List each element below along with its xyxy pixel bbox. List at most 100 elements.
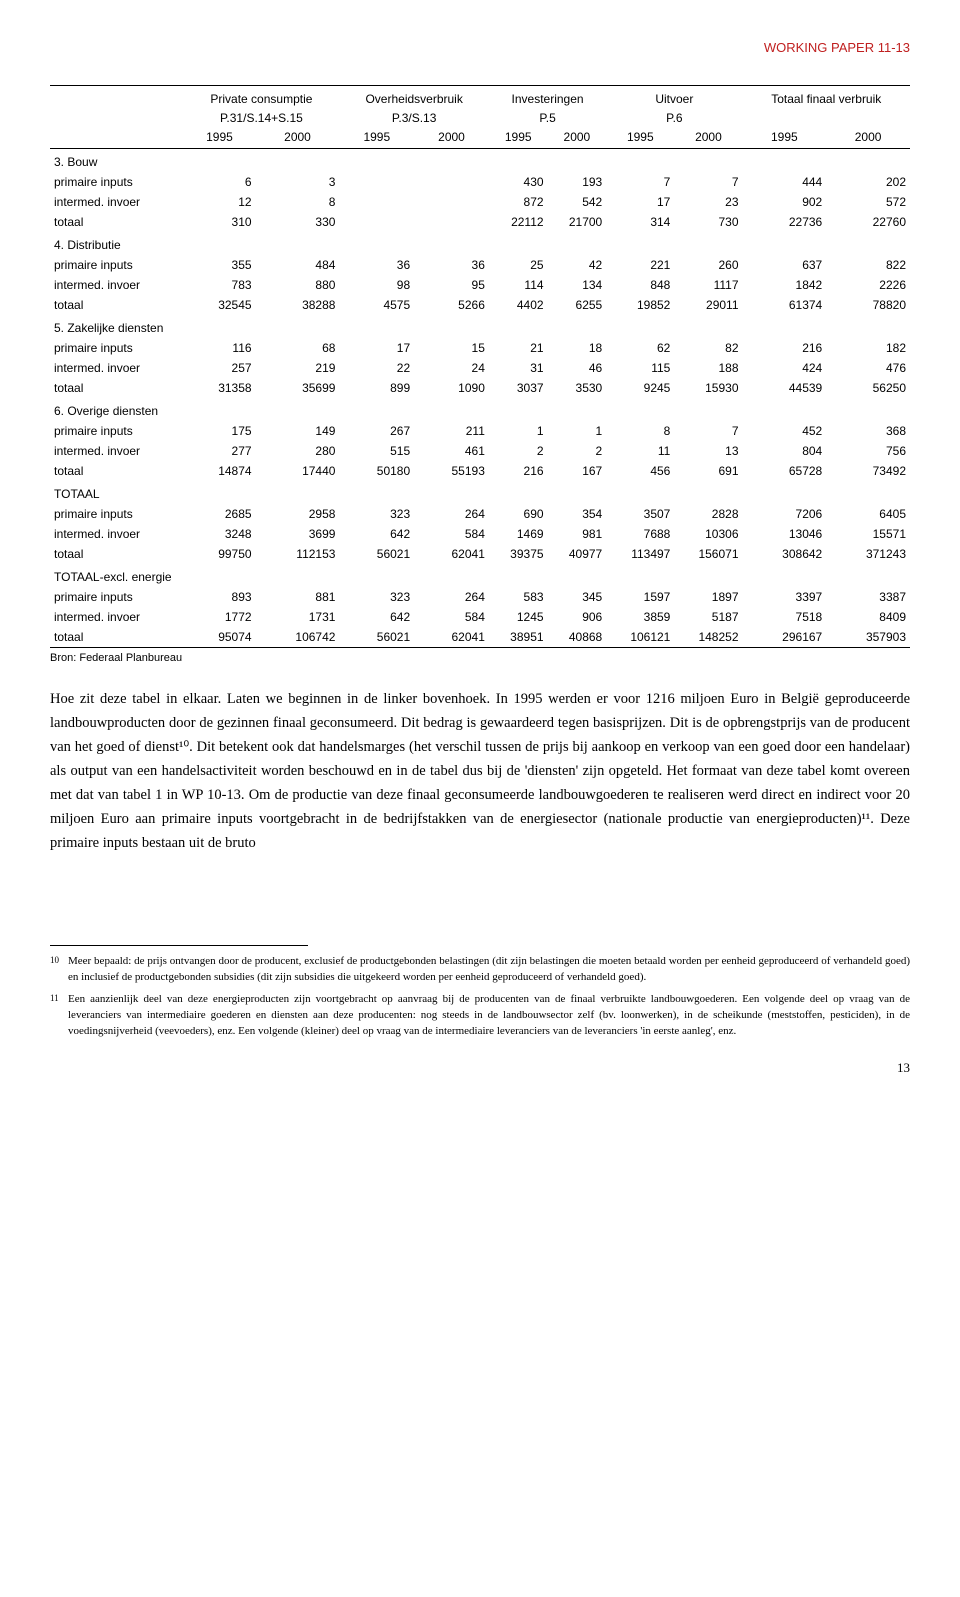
cell: 7206 bbox=[743, 504, 827, 524]
cell: 461 bbox=[414, 441, 489, 461]
row-label: totaal bbox=[50, 544, 183, 564]
table-body: 3. Bouwprimaire inputs6343019377444202in… bbox=[50, 149, 910, 648]
cell: 42 bbox=[548, 255, 607, 275]
cell: 1842 bbox=[743, 275, 827, 295]
cell: 3037 bbox=[489, 378, 548, 398]
footnote-separator bbox=[50, 945, 308, 954]
cell: 260 bbox=[674, 255, 742, 275]
cell: 8 bbox=[256, 192, 340, 212]
cell: 78820 bbox=[826, 295, 910, 315]
cell: 572 bbox=[826, 192, 910, 212]
col-code: P.3/S.13 bbox=[339, 109, 488, 127]
cell: 216 bbox=[489, 461, 548, 481]
cell: 296167 bbox=[743, 627, 827, 648]
cell: 308642 bbox=[743, 544, 827, 564]
cell: 3387 bbox=[826, 587, 910, 607]
col-year: 1995 bbox=[489, 127, 548, 149]
cell: 149 bbox=[256, 421, 340, 441]
cell: 5266 bbox=[414, 295, 489, 315]
row-label: totaal bbox=[50, 295, 183, 315]
body-paragraph: Hoe zit deze tabel in elkaar. Laten we b… bbox=[50, 688, 910, 855]
cell: 106742 bbox=[256, 627, 340, 648]
cell: 637 bbox=[743, 255, 827, 275]
cell: 24 bbox=[414, 358, 489, 378]
cell: 106121 bbox=[606, 627, 674, 648]
cell: 61374 bbox=[743, 295, 827, 315]
cell: 583 bbox=[489, 587, 548, 607]
cell: 691 bbox=[674, 461, 742, 481]
col-year: 1995 bbox=[743, 127, 827, 149]
col-code: P.5 bbox=[489, 109, 606, 127]
cell: 112153 bbox=[256, 544, 340, 564]
section-title: TOTAAL-excl. energie bbox=[50, 564, 910, 587]
cell: 476 bbox=[826, 358, 910, 378]
cell: 17 bbox=[339, 338, 414, 358]
cell: 116 bbox=[183, 338, 255, 358]
cell: 1 bbox=[489, 421, 548, 441]
row-label: primaire inputs bbox=[50, 172, 183, 192]
cell: 17440 bbox=[256, 461, 340, 481]
section-title: 4. Distributie bbox=[50, 232, 910, 255]
row-label: intermed. invoer bbox=[50, 275, 183, 295]
cell: 323 bbox=[339, 587, 414, 607]
cell: 15571 bbox=[826, 524, 910, 544]
col-code bbox=[743, 109, 911, 127]
cell: 219 bbox=[256, 358, 340, 378]
cell: 893 bbox=[183, 587, 255, 607]
cell: 65728 bbox=[743, 461, 827, 481]
cell: 1731 bbox=[256, 607, 340, 627]
cell: 354 bbox=[548, 504, 607, 524]
col-group-header: Totaal finaal verbruik bbox=[743, 86, 911, 110]
cell: 82 bbox=[674, 338, 742, 358]
cell: 13046 bbox=[743, 524, 827, 544]
col-group-header: Overheidsverbruik bbox=[339, 86, 488, 110]
cell: 95 bbox=[414, 275, 489, 295]
cell: 19852 bbox=[606, 295, 674, 315]
footnote-number: 11 bbox=[50, 992, 68, 1040]
cell: 15930 bbox=[674, 378, 742, 398]
doc-header: WORKING PAPER 11-13 bbox=[50, 40, 910, 55]
col-year: 1995 bbox=[183, 127, 255, 149]
row-label: intermed. invoer bbox=[50, 607, 183, 627]
cell: 23 bbox=[674, 192, 742, 212]
cell: 2226 bbox=[826, 275, 910, 295]
cell: 880 bbox=[256, 275, 340, 295]
cell: 1469 bbox=[489, 524, 548, 544]
col-code: P.31/S.14+S.15 bbox=[183, 109, 339, 127]
cell: 1 bbox=[548, 421, 607, 441]
cell: 848 bbox=[606, 275, 674, 295]
cell: 584 bbox=[414, 524, 489, 544]
cell: 899 bbox=[339, 378, 414, 398]
cell: 7 bbox=[674, 421, 742, 441]
cell: 211 bbox=[414, 421, 489, 441]
cell: 40868 bbox=[548, 627, 607, 648]
cell: 15 bbox=[414, 338, 489, 358]
footnote: 11Een aanzienlijk deel van deze energiep… bbox=[50, 992, 910, 1040]
cell: 22760 bbox=[826, 212, 910, 232]
cell: 21 bbox=[489, 338, 548, 358]
cell: 3397 bbox=[743, 587, 827, 607]
cell: 56021 bbox=[339, 544, 414, 564]
cell bbox=[339, 192, 414, 212]
cell bbox=[414, 172, 489, 192]
cell: 4402 bbox=[489, 295, 548, 315]
footnote-number: 10 bbox=[50, 954, 68, 986]
cell: 17 bbox=[606, 192, 674, 212]
cell: 6405 bbox=[826, 504, 910, 524]
cell: 330 bbox=[256, 212, 340, 232]
table-source: Bron: Federaal Planbureau bbox=[50, 652, 910, 664]
cell: 39375 bbox=[489, 544, 548, 564]
cell: 2958 bbox=[256, 504, 340, 524]
cell: 216 bbox=[743, 338, 827, 358]
cell: 56021 bbox=[339, 627, 414, 648]
cell: 2828 bbox=[674, 504, 742, 524]
col-group-header: Private consumptie bbox=[183, 86, 339, 110]
cell: 310 bbox=[183, 212, 255, 232]
cell: 3859 bbox=[606, 607, 674, 627]
cell: 36 bbox=[414, 255, 489, 275]
row-label: primaire inputs bbox=[50, 587, 183, 607]
col-year: 2000 bbox=[674, 127, 742, 149]
cell: 62 bbox=[606, 338, 674, 358]
cell: 95074 bbox=[183, 627, 255, 648]
row-label: totaal bbox=[50, 627, 183, 648]
